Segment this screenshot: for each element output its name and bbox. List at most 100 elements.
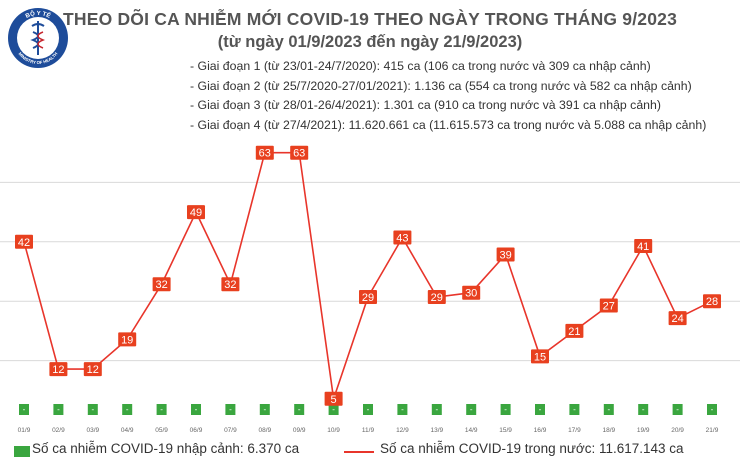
domestic-data-label: 29	[362, 292, 374, 304]
imported-bar	[431, 404, 442, 415]
domestic-data-label: 43	[396, 233, 408, 245]
imported-bar	[569, 404, 580, 415]
x-tick-label: 05/9	[155, 427, 168, 434]
x-tick-label: 17/9	[568, 427, 581, 434]
domestic-data-label: 32	[224, 279, 236, 291]
domestic-data-label-box	[15, 234, 33, 249]
imported-value-label: -	[57, 405, 60, 414]
x-tick-label: 09/9	[293, 427, 306, 434]
domestic-data-label-box	[599, 298, 618, 313]
imported-value-label: -	[263, 405, 266, 414]
domestic-data-label: 41	[637, 241, 649, 253]
page-title: THEO DÕI CA NHIỄM MỚI COVID-19 THEO NGÀY…	[62, 9, 678, 29]
imported-bar	[294, 404, 305, 415]
imported-value-label: -	[470, 405, 473, 414]
imported-bar	[672, 404, 683, 415]
legend-domestic-label: Số ca nhiễm COVID-19 trong nước: 11.617.…	[380, 441, 684, 456]
domestic-data-label: 32	[155, 279, 167, 291]
x-tick-label: 14/9	[465, 427, 478, 434]
x-tick-label: 10/9	[327, 427, 340, 434]
x-tick-label: 11/9	[362, 427, 375, 434]
x-tick-label: 13/9	[430, 427, 443, 434]
imported-value-label: -	[435, 405, 438, 414]
imported-bar	[53, 404, 64, 415]
domestic-data-label-box	[462, 285, 481, 300]
imported-value-label: -	[195, 405, 198, 414]
domestic-data-label: 19	[121, 334, 133, 346]
legend-imported-swatch	[14, 446, 30, 457]
x-tick-label: 12/9	[396, 427, 409, 434]
imported-value-label: -	[539, 405, 542, 414]
domestic-data-label: 12	[52, 364, 64, 376]
x-tick-label: 03/9	[86, 427, 99, 434]
imported-value-label: -	[91, 405, 94, 414]
imported-bar	[638, 404, 649, 415]
domestic-data-label-box	[703, 294, 721, 309]
imported-value-label: -	[23, 405, 26, 414]
domestic-data-label-box	[290, 145, 309, 160]
domestic-data-label-box	[634, 239, 653, 254]
svg-text:BỘ Y TẾ: BỘ Y TẾ	[25, 9, 52, 20]
domestic-data-label: 28	[706, 296, 718, 308]
imported-bar	[19, 404, 29, 415]
domestic-data-label-box	[152, 277, 171, 292]
domestic-data-label-box	[324, 391, 343, 406]
domestic-data-label-box	[531, 349, 549, 364]
domestic-data-label: 15	[534, 351, 546, 363]
imported-bar	[535, 404, 545, 415]
imported-value-label: -	[332, 405, 335, 414]
imported-value-label: -	[229, 405, 232, 414]
domestic-data-label: 49	[190, 207, 202, 219]
domestic-data-label: 24	[671, 313, 683, 325]
x-tick-label: 20/9	[671, 427, 684, 434]
domestic-data-label-box	[118, 332, 137, 347]
domestic-data-label: 29	[431, 292, 443, 304]
domestic-data-label: 39	[499, 250, 511, 262]
domestic-data-label: 63	[293, 148, 305, 160]
phase-item: - Giai đoạn 1 (từ 23/01-24/7/2020): 415 …	[190, 59, 651, 73]
imported-bar	[328, 404, 339, 415]
domestic-data-label-box	[187, 205, 205, 220]
x-tick-label: 02/9	[52, 427, 65, 434]
domestic-series-line	[23, 151, 713, 400]
domestic-data-label-box	[668, 311, 687, 326]
domestic-data-label-box	[565, 323, 584, 338]
x-tick-label: 01/9	[18, 427, 31, 434]
x-tick-label: 21/9	[706, 427, 719, 434]
x-tick-label: 15/9	[499, 427, 512, 434]
x-tick-label: 19/9	[637, 427, 650, 434]
imported-value-label: -	[401, 405, 404, 414]
imported-bar	[466, 404, 477, 415]
domestic-data-label-box	[393, 230, 412, 245]
domestic-data-label: 63	[259, 148, 271, 160]
page-subtitle: (từ ngày 01/9/2023 đến ngày 21/9/2023)	[217, 33, 523, 51]
imported-bar	[397, 404, 408, 415]
imported-bar	[363, 404, 373, 415]
imported-value-label: -	[607, 405, 610, 414]
phase-summary-list: - Giai đoạn 1 (từ 23/01-24/7/2020): 415 …	[190, 57, 706, 135]
imported-value-label: -	[711, 405, 714, 414]
x-tick-label: 16/9	[534, 427, 547, 434]
logo-top-text: BỘ Y TẾ	[25, 9, 52, 20]
caduceus-icon	[30, 21, 46, 55]
legend-imported-label: Số ca nhiễm COVID-19 nhập cảnh: 6.370 ca	[32, 441, 300, 456]
imported-value-label: -	[676, 405, 679, 414]
domestic-data-label: 42	[18, 237, 30, 249]
imported-bar	[87, 404, 98, 415]
domestic-data-label: 12	[87, 364, 99, 376]
domestic-data-label-box	[255, 145, 274, 160]
x-tick-label: 08/9	[258, 427, 271, 434]
legend-domestic-swatch	[344, 451, 374, 453]
domestic-data-label-box	[83, 362, 102, 377]
domestic-data-label-box	[359, 289, 377, 304]
imported-value-label: -	[504, 405, 507, 414]
ministry-logo: BỘ Y TẾ MINISTRY OF HEALTH	[8, 8, 68, 68]
imported-bar	[707, 404, 717, 415]
imported-bar	[225, 404, 236, 415]
imported-value-label: -	[126, 405, 129, 414]
domestic-data-label: 21	[568, 326, 580, 338]
x-tick-label: 04/9	[121, 427, 134, 434]
domestic-data-label: 5	[331, 394, 337, 406]
imported-bar	[122, 404, 133, 415]
imported-bar	[191, 404, 201, 415]
